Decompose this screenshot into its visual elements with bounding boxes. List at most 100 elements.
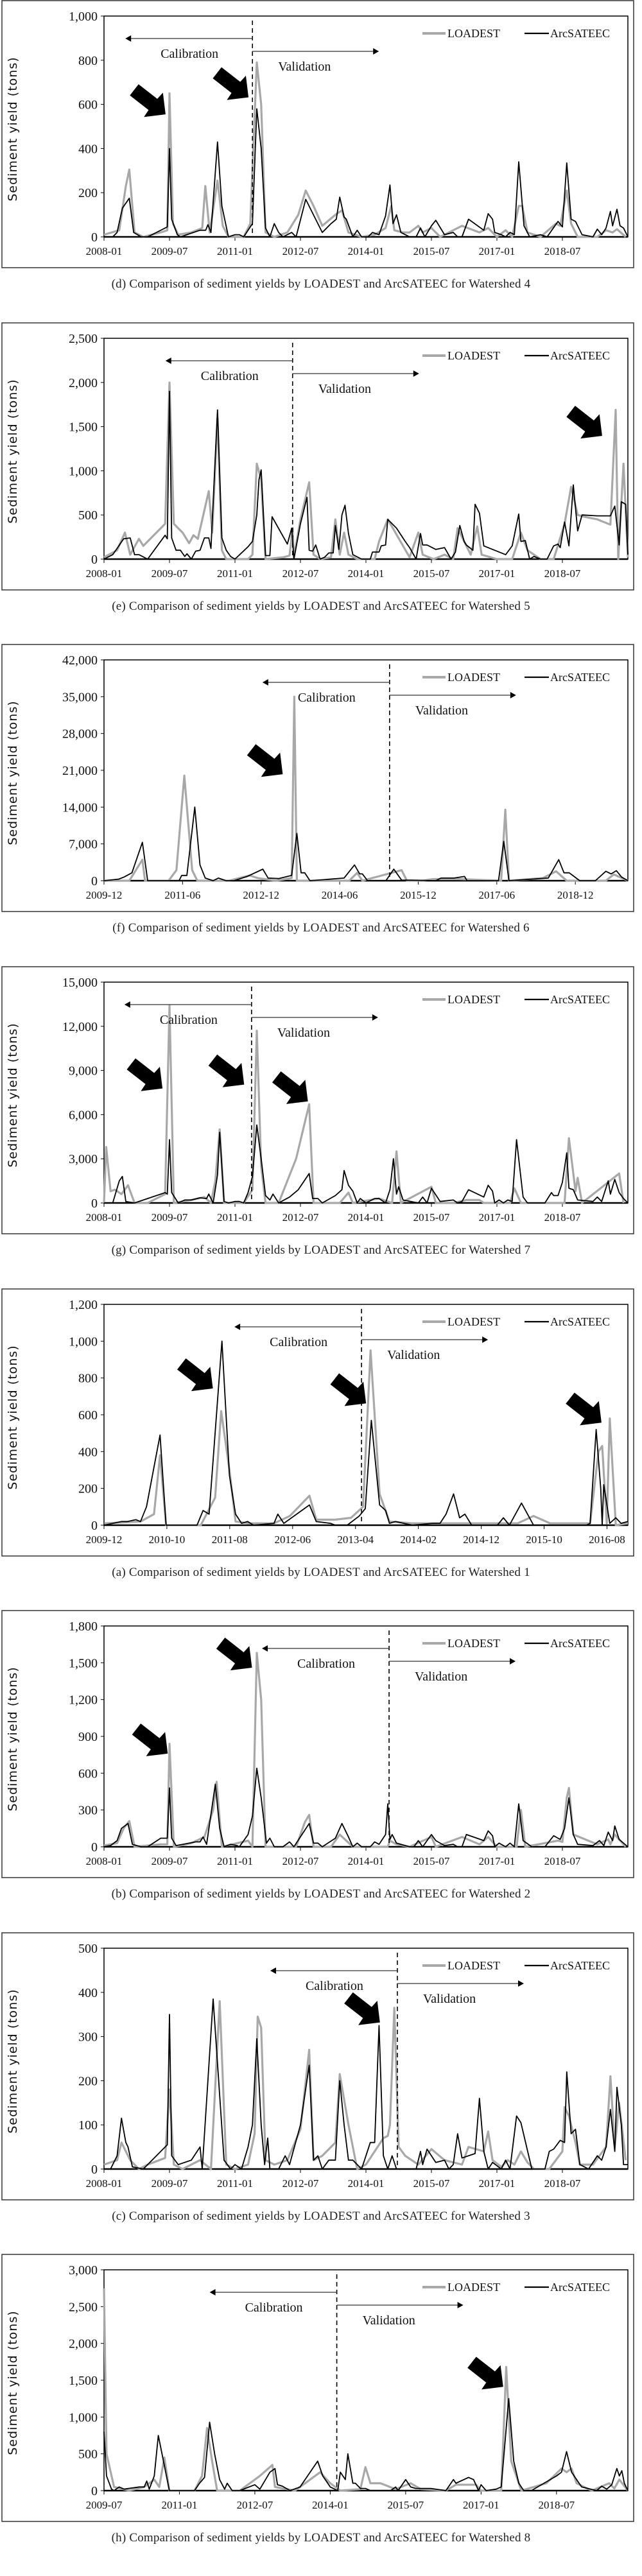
arrowhead-left-icon (165, 357, 171, 364)
chart-svg: 0 500 1,000 1,500 2,000 2,500 2008-01 2009-07 20… (1, 322, 634, 591)
x-tick-label: 2014-01 (348, 1211, 385, 1223)
arrowhead-right-icon (482, 1336, 489, 1343)
y-tick-label: 200 (78, 1482, 98, 1496)
chart-svg: 0 7,000 14,000 21,000 28,000 35,000 42,000 2009… (1, 644, 634, 912)
figure-frame (1, 1610, 634, 1878)
series-line-arcsateec (104, 1124, 629, 1204)
x-tick-label: 2014-01 (312, 2499, 349, 2511)
x-tick-label: 2011-08 (212, 1534, 248, 1546)
y-tick-label: 300 (78, 1804, 98, 1818)
y-tick-label: 28,000 (62, 727, 98, 741)
series-line-arcsateec (104, 108, 629, 238)
calibration-label: Calibration (270, 1335, 327, 1349)
legend-label-loadest: LOADEST (447, 27, 500, 40)
y-tick-label: 1,200 (69, 1693, 98, 1707)
y-tick-label: 600 (78, 1408, 98, 1422)
callout-arrow-icon (132, 1724, 168, 1757)
arrowhead-right-icon (510, 692, 516, 699)
calibration-label: Calibration (306, 1979, 363, 1993)
x-tick-label: 2009-07 (152, 2177, 188, 2190)
x-tick-label: 2018-07 (544, 245, 581, 257)
x-tick-label: 2017-06 (478, 889, 515, 901)
figure-frame (1, 2254, 634, 2523)
y-tick-label: 0 (91, 2484, 98, 2498)
legend-label-loadest: LOADEST (447, 1637, 500, 1650)
calibration-label: Calibration (201, 369, 259, 383)
chart-svg: 0 3,000 6,000 9,000 12,000 15,000 2008-01 2009-… (1, 966, 634, 1234)
y-tick-label: 1,500 (69, 420, 98, 434)
validation-label: Validation (278, 60, 331, 74)
plot-area (103, 2269, 629, 2492)
legend-label-loadest: LOADEST (447, 671, 500, 684)
arrowhead-left-icon (262, 679, 268, 686)
arrowhead-left-icon (262, 1645, 268, 1652)
figure-frame (1, 966, 634, 1234)
x-tick-label: 2014-06 (322, 889, 358, 901)
y-tick-label: 0 (91, 230, 98, 245)
x-tick-label: 2015-07 (413, 567, 450, 580)
x-tick-label: 2010-10 (149, 1534, 186, 1546)
x-tick-label: 2017-01 (479, 245, 516, 257)
x-tick-label: 2012-07 (237, 2499, 273, 2511)
y-tick-label: 900 (78, 1730, 98, 1744)
chart-panel: 0 7,000 14,000 21,000 28,000 35,000 42,000 2009… (0, 644, 642, 966)
x-tick-label: 2008-01 (86, 567, 123, 580)
y-tick-label: 0 (91, 2163, 98, 2177)
legend-label-arcsateec: ArcSATEEC (550, 349, 610, 362)
x-tick-label: 2017-01 (463, 2499, 499, 2511)
calibration-label: Calibration (160, 47, 218, 61)
y-tick-label: 15,000 (62, 976, 98, 990)
y-tick-label: 42,000 (62, 653, 98, 668)
x-tick-label: 2011-01 (217, 567, 253, 580)
legend-label-arcsateec: ArcSATEEC (550, 671, 610, 684)
legend-label-arcsateec: ArcSATEEC (550, 993, 610, 1006)
y-tick-label: 1,000 (69, 10, 98, 24)
chart-svg: 0 200 400 600 800 1,000 2008-01 2009-07 2011-01 2… (1, 0, 634, 268)
x-tick-label: 2009-07 (152, 245, 188, 257)
y-tick-label: 1,000 (69, 2411, 98, 2425)
callout-arrow-icon (272, 1071, 308, 1104)
x-tick-label: 2012-07 (282, 2177, 319, 2190)
y-tick-label: 1,000 (69, 1335, 98, 1349)
series-line-arcsateec (104, 1340, 629, 1526)
series-line-loadest (103, 1652, 627, 1848)
callout-arrow-icon (126, 1058, 163, 1091)
callout-arrow-icon (247, 744, 283, 777)
x-tick-label: 2008-01 (86, 1855, 123, 1867)
y-axis-title: Sediment yield (tons) (6, 1345, 20, 1489)
x-tick-label: 2014-01 (348, 1855, 385, 1867)
validation-label: Validation (387, 1348, 440, 1362)
calibration-label: Calibration (245, 2301, 303, 2315)
x-tick-label: 2012-07 (282, 1211, 319, 1223)
arrowhead-left-icon (234, 1323, 241, 1330)
figure-frame (1, 644, 634, 912)
y-tick-label: 600 (78, 1767, 98, 1781)
y-tick-label: 500 (78, 508, 98, 523)
legend-label-loadest: LOADEST (447, 993, 500, 1006)
arrowhead-left-icon (209, 2289, 216, 2296)
y-tick-label: 0 (91, 553, 98, 567)
arrowhead-right-icon (457, 2302, 464, 2309)
chart-panel: 0 200 400 600 800 1,000 1,200 2009-12 2010-10 201… (0, 1288, 642, 1611)
callout-arrow-icon (216, 1638, 252, 1671)
x-tick-label: 2015-12 (400, 889, 437, 901)
series-line-loadest (103, 2000, 627, 2170)
chart-svg: 0 100 200 300 400 500 2008-01 2009-07 2011-01 201… (1, 1932, 634, 2200)
x-tick-label: 2018-07 (544, 1855, 581, 1867)
x-tick-label: 2012-07 (282, 245, 319, 257)
arrowhead-left-icon (124, 1001, 130, 1008)
y-tick-label: 100 (78, 2118, 98, 2132)
x-tick-label: 2012-07 (282, 567, 319, 580)
validation-label: Validation (277, 1026, 330, 1040)
y-tick-label: 0 (91, 1840, 98, 1854)
x-tick-label: 2018-07 (544, 1211, 581, 1223)
x-tick-label: 2015-07 (413, 2177, 450, 2190)
arrowhead-right-icon (373, 48, 379, 55)
y-tick-label: 3,000 (69, 1152, 98, 1166)
y-tick-label: 6,000 (69, 1108, 98, 1122)
figure-caption: (g) Comparison of sediment yields by LOA… (111, 1243, 531, 1257)
arrowhead-right-icon (510, 1658, 516, 1665)
chart-svg: 0 500 1,000 1,500 2,000 2,500 3,000 2009-07 2011… (1, 2254, 634, 2523)
callout-arrow-icon (344, 1992, 380, 2025)
